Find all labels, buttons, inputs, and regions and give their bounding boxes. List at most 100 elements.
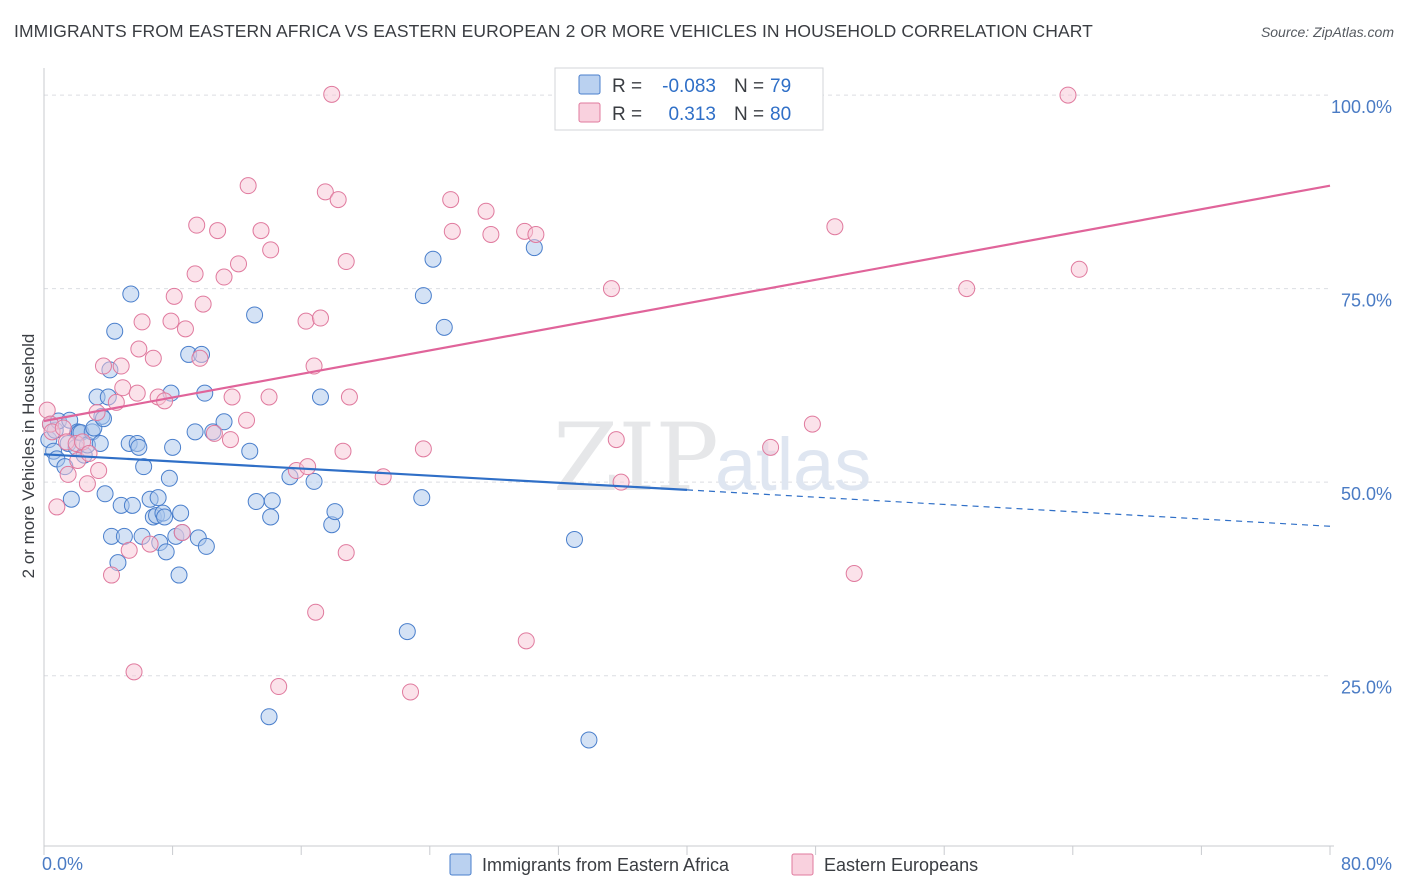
point-eastern-europeans-35 xyxy=(194,295,212,313)
axes xyxy=(43,68,1334,847)
point-eastern-europeans-61 xyxy=(374,468,392,486)
point-eastern-europeans-70 xyxy=(527,225,545,243)
y-axis-title: 2 or more Vehicles in Household xyxy=(19,334,38,579)
bottom-legend: Immigrants from Eastern Africa Eastern E… xyxy=(449,853,978,876)
point-eastern-europeans-78 xyxy=(958,280,976,298)
point-eastern-europeans-34 xyxy=(191,349,209,367)
point-eastern-europeans-69 xyxy=(517,632,535,650)
point-eastern-europeans-55 xyxy=(323,85,341,103)
point-eastern-europeans-65 xyxy=(443,222,461,240)
x-tick-label-min: 0.0% xyxy=(42,854,83,874)
point-eastern-europeans-14 xyxy=(94,357,112,375)
point-eastern-europeans-22 xyxy=(130,340,148,358)
point-eastern-africa-62 xyxy=(247,493,265,511)
point-eastern-africa-71 xyxy=(398,623,416,641)
point-eastern-africa-78 xyxy=(580,731,598,749)
point-eastern-africa-32 xyxy=(123,496,141,514)
point-eastern-europeans-6 xyxy=(59,465,77,483)
legend-r-value-pink: 0.313 xyxy=(668,104,716,125)
point-eastern-africa-43 xyxy=(156,508,174,526)
legend-n-label-blue: N = xyxy=(734,76,764,97)
point-eastern-europeans-64 xyxy=(442,191,460,209)
legend-swatch-blue xyxy=(578,74,601,95)
point-eastern-europeans-73 xyxy=(612,473,630,491)
legend-r-label-pink: R = xyxy=(612,104,642,125)
point-eastern-europeans-31 xyxy=(176,320,194,338)
point-eastern-europeans-53 xyxy=(311,309,329,327)
legend-r-value-blue: -0.083 xyxy=(662,76,716,97)
watermark: ZIP atlas xyxy=(553,404,871,513)
legend-box: R = -0.083 N = 79 R = 0.313 N = 80 xyxy=(554,67,824,131)
point-eastern-europeans-44 xyxy=(252,222,270,240)
point-eastern-africa-19 xyxy=(91,434,109,452)
point-eastern-europeans-75 xyxy=(803,415,821,433)
bottom-legend-label-blue: Immigrants from Eastern Africa xyxy=(482,855,730,875)
point-eastern-africa-64 xyxy=(262,508,280,526)
point-eastern-africa-60 xyxy=(241,442,259,460)
y-tick-label-1: 50.0% xyxy=(1341,484,1392,504)
point-eastern-africa-72 xyxy=(413,489,431,507)
point-eastern-europeans-17 xyxy=(112,357,130,375)
point-eastern-europeans-59 xyxy=(337,253,355,271)
point-eastern-africa-59 xyxy=(215,413,233,431)
point-eastern-europeans-79 xyxy=(1059,86,1077,104)
point-eastern-europeans-77 xyxy=(845,565,863,583)
trendline-eastern-europeans xyxy=(43,184,1331,423)
legend-swatch-pink xyxy=(578,102,601,123)
point-eastern-europeans-13 xyxy=(90,462,108,480)
x-tick-label-max: 80.0% xyxy=(1341,854,1392,874)
point-eastern-africa-67 xyxy=(305,472,323,490)
point-eastern-africa-36 xyxy=(135,458,153,476)
point-eastern-africa-75 xyxy=(435,318,453,336)
point-eastern-europeans-72 xyxy=(607,431,625,449)
point-eastern-europeans-58 xyxy=(337,544,355,562)
point-eastern-africa-31 xyxy=(122,285,140,303)
point-eastern-africa-73 xyxy=(414,287,432,305)
point-eastern-europeans-25 xyxy=(144,349,162,367)
watermark-zip: ZIP xyxy=(553,404,719,513)
point-eastern-europeans-30 xyxy=(173,523,191,541)
point-eastern-europeans-33 xyxy=(188,216,206,234)
point-eastern-europeans-45 xyxy=(260,388,278,406)
point-eastern-africa-40 xyxy=(149,489,167,507)
y-tick-label-2: 75.0% xyxy=(1341,291,1392,311)
point-eastern-africa-57 xyxy=(197,537,215,555)
scatter-points xyxy=(38,85,1088,749)
point-eastern-europeans-47 xyxy=(270,678,288,696)
point-eastern-africa-45 xyxy=(160,469,178,487)
point-eastern-europeans-50 xyxy=(299,458,317,476)
point-eastern-africa-77 xyxy=(565,530,583,548)
point-eastern-africa-44 xyxy=(157,543,175,561)
point-eastern-europeans-74 xyxy=(762,438,780,456)
point-eastern-europeans-71 xyxy=(602,280,620,298)
legend-n-label-pink: N = xyxy=(734,104,764,125)
legend-r-label-blue: R = xyxy=(612,76,642,97)
bottom-legend-label-pink: Eastern Europeans xyxy=(824,855,978,875)
point-eastern-europeans-32 xyxy=(186,265,204,283)
point-eastern-europeans-43 xyxy=(239,177,257,195)
x-axis-ticks xyxy=(43,846,1331,855)
legend-n-value-pink: 80 xyxy=(770,104,791,125)
trendline-eastern-africa-projection xyxy=(686,489,1331,527)
point-eastern-europeans-20 xyxy=(125,663,143,681)
point-eastern-africa-70 xyxy=(326,503,344,521)
point-eastern-europeans-28 xyxy=(162,312,180,330)
point-eastern-europeans-80 xyxy=(1070,260,1088,278)
trendline-eastern-africa xyxy=(43,453,688,491)
legend-n-value-blue: 79 xyxy=(770,76,791,97)
point-eastern-africa-26 xyxy=(106,322,124,340)
point-eastern-europeans-36 xyxy=(205,424,223,442)
point-eastern-europeans-19 xyxy=(120,541,138,559)
point-eastern-europeans-76 xyxy=(826,218,844,236)
point-eastern-europeans-63 xyxy=(414,440,432,458)
chart-source: Source: ZipAtlas.com xyxy=(1260,24,1394,40)
y-tick-label-3: 100.0% xyxy=(1331,97,1392,117)
point-eastern-europeans-57 xyxy=(334,442,352,460)
point-eastern-europeans-3 xyxy=(48,498,66,516)
point-eastern-europeans-38 xyxy=(215,268,233,286)
point-eastern-europeans-39 xyxy=(221,431,239,449)
point-eastern-europeans-11 xyxy=(80,445,98,463)
point-eastern-europeans-52 xyxy=(307,603,325,621)
point-eastern-europeans-10 xyxy=(78,475,96,493)
